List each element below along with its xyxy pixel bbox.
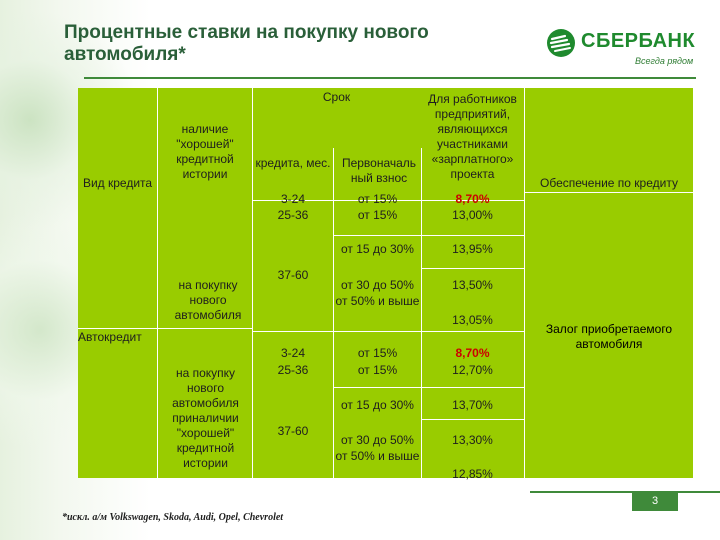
rate-cell: 13,30% xyxy=(452,433,493,447)
group1-label: на покупку нового автомобиля xyxy=(174,278,242,322)
rate-cell-highlight: 8,70% xyxy=(455,192,490,206)
term-cell: 25-36 xyxy=(277,363,309,377)
rate-cell: 13,00% xyxy=(452,208,493,222)
header-term-bottom: кредита, мес. xyxy=(255,156,331,170)
term-cell: 3-24 xyxy=(280,192,306,206)
row-divider xyxy=(78,328,252,329)
term-cell: 37-60 xyxy=(277,268,309,282)
rate-cell: 13,95% xyxy=(452,242,493,256)
column-divider xyxy=(252,88,253,478)
row-divider xyxy=(421,419,524,420)
column-divider xyxy=(693,88,694,478)
header-term-top: Срок xyxy=(322,90,351,104)
payment-cell: от 30 до 50% xyxy=(341,278,414,292)
column-divider xyxy=(157,88,158,478)
header-good-history: наличие "хорошей" кредитной истории xyxy=(176,122,234,181)
header-loan-type: Вид кредита xyxy=(82,176,153,190)
payment-cell: от 15% xyxy=(357,208,398,222)
header-collateral: Обеспечение по кредиту xyxy=(540,176,678,190)
column-divider xyxy=(524,88,525,478)
term-cell: 25-36 xyxy=(277,208,309,222)
row-divider xyxy=(252,331,524,332)
loan-type-label: Автокредит xyxy=(78,330,142,344)
row-divider xyxy=(333,235,524,236)
column-divider xyxy=(333,148,334,478)
rate-cell: 12,85% xyxy=(452,467,493,481)
rate-cell: 13,50% xyxy=(452,278,493,292)
payment-cell: от 50% и выше xyxy=(335,449,420,463)
sberbank-logo: СБЕРБАНК Всегда рядом xyxy=(545,27,695,72)
column-divider xyxy=(421,148,422,478)
rates-table: Вид кредита наличие "хорошей" кредитной … xyxy=(78,88,694,481)
payment-cell: от 15% xyxy=(357,192,398,206)
row-divider xyxy=(252,200,524,201)
rate-cell: 13,05% xyxy=(452,313,493,327)
payment-cell: от 50% и выше xyxy=(335,294,420,308)
header-down-payment: Первоначаль ный взнос xyxy=(341,156,417,185)
title-divider xyxy=(84,77,696,79)
payment-cell: от 15% xyxy=(357,346,398,360)
row-divider xyxy=(524,192,694,193)
footer-divider xyxy=(530,491,720,493)
rate-cell: 12,70% xyxy=(452,363,493,377)
group2-label: на покупку нового автомобиля приналичии … xyxy=(172,366,239,470)
rate-cell: 13,70% xyxy=(452,398,493,412)
row-divider xyxy=(333,387,524,388)
payment-cell: от 30 до 50% xyxy=(341,433,414,447)
term-cell: 3-24 xyxy=(280,346,306,360)
logo-slogan: Всегда рядом xyxy=(635,56,694,66)
rate-cell-highlight: 8,70% xyxy=(455,346,490,360)
header-employees: Для работников предприятий, являющихся у… xyxy=(428,92,517,181)
page-title: Процентные ставки на покупку нового авто… xyxy=(64,22,429,65)
logo-icon xyxy=(547,29,575,57)
logo-name: СБЕРБАНК xyxy=(581,30,696,52)
payment-cell: от 15% xyxy=(357,363,398,377)
payment-cell: от 15 до 30% xyxy=(341,398,414,412)
term-cell: 37-60 xyxy=(277,424,309,438)
collateral-label: Залог приобретаемого автомобиля xyxy=(545,322,673,351)
row-divider xyxy=(421,268,524,269)
page-number: 3 xyxy=(632,491,678,511)
payment-cell: от 15 до 30% xyxy=(341,242,414,256)
footnote: *искл. а/м Volkswagen, Skoda, Audi, Opel… xyxy=(62,512,284,523)
